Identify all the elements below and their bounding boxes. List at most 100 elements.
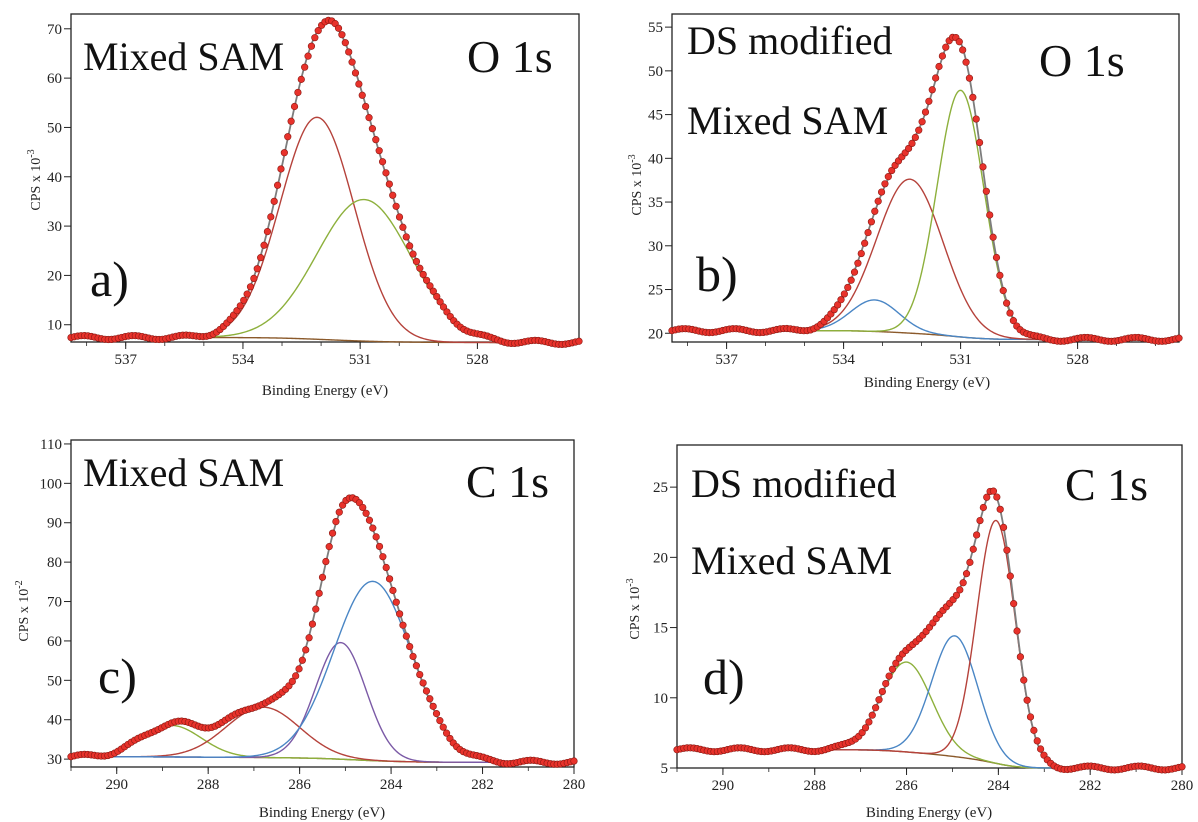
data-point-b bbox=[999, 287, 1007, 295]
data-point-a bbox=[270, 197, 278, 205]
plot-area-d bbox=[676, 444, 1183, 769]
x-tick-label-b: 531 bbox=[949, 352, 972, 368]
curves-c bbox=[70, 495, 574, 764]
data-point-a bbox=[412, 257, 421, 266]
data-point-a bbox=[304, 52, 312, 60]
data-point-b bbox=[969, 93, 977, 101]
data-point-c bbox=[359, 503, 367, 512]
data-point-b bbox=[911, 133, 919, 141]
data-point-c bbox=[422, 687, 431, 695]
data-point-a bbox=[236, 302, 244, 310]
data-point-c bbox=[412, 662, 420, 670]
data-point-b bbox=[921, 108, 930, 116]
data-point-d bbox=[1010, 600, 1018, 608]
data-point-a bbox=[375, 147, 383, 155]
plot-frame-c bbox=[70, 439, 575, 768]
y-tick-label-b: 40 bbox=[648, 151, 663, 167]
x-tick-label-c: 282 bbox=[471, 777, 494, 793]
data-point-d bbox=[1030, 726, 1038, 734]
data-point-d bbox=[1006, 572, 1014, 580]
plot-area-c bbox=[70, 439, 575, 768]
data-point-d bbox=[872, 704, 880, 712]
data-point-a bbox=[267, 213, 275, 221]
component-peak-a-2 bbox=[71, 198, 579, 344]
panel-label-d: d) bbox=[703, 649, 745, 705]
y-axis-label-c: CPS x 10-2 bbox=[14, 580, 32, 641]
chart-panel-a: 537 534 531 528 10 20 30 40 50 60 70 Binding Energ… bbox=[26, 13, 583, 399]
data-point-c bbox=[295, 665, 303, 673]
data-point-c bbox=[436, 717, 444, 725]
data-point-c bbox=[409, 652, 417, 661]
data-point-a bbox=[416, 264, 424, 272]
data-point-a bbox=[368, 125, 377, 133]
x-axis-label-a: Binding Energy (eV) bbox=[262, 383, 388, 399]
data-point-a bbox=[307, 42, 316, 50]
y-tick-label-a: 60 bbox=[47, 71, 62, 87]
data-point-b bbox=[864, 228, 872, 237]
data-point-b bbox=[938, 52, 947, 60]
data-point-a bbox=[260, 241, 268, 249]
plot-frame-a bbox=[70, 13, 580, 343]
x-tick-label-d: 290 bbox=[712, 778, 735, 794]
data-point-b bbox=[847, 276, 855, 284]
data-point-d bbox=[1037, 745, 1045, 753]
data-point-c bbox=[419, 679, 427, 687]
data-point-b bbox=[982, 187, 990, 195]
data-point-c bbox=[382, 563, 390, 572]
data-points-c bbox=[67, 494, 578, 768]
panel-label-c: c) bbox=[98, 648, 137, 704]
data-point-c bbox=[332, 517, 340, 526]
data-point-a bbox=[301, 63, 309, 71]
data-point-d bbox=[888, 665, 897, 673]
data-point-c bbox=[392, 598, 400, 606]
core-level-label-c: C 1s bbox=[466, 456, 549, 507]
data-point-d bbox=[952, 591, 961, 599]
data-point-c bbox=[399, 621, 407, 629]
y-axis-label-d: CPS x 10-3 bbox=[625, 578, 643, 639]
x-axis-label-d: Binding Energy (eV) bbox=[866, 805, 992, 821]
data-point-a bbox=[273, 181, 282, 189]
y-tick-label-b: 35 bbox=[648, 195, 663, 211]
data-point-a bbox=[402, 233, 410, 241]
y-tick-label-d: 15 bbox=[653, 621, 668, 637]
data-point-a bbox=[263, 228, 272, 236]
y-tick-label-c: 30 bbox=[47, 752, 62, 768]
data-point-c bbox=[328, 529, 337, 537]
data-point-b bbox=[834, 301, 842, 309]
data-points-d bbox=[673, 487, 1186, 774]
y-tick-label-d: 25 bbox=[653, 480, 668, 496]
data-point-c bbox=[365, 516, 374, 524]
component-peak-a-1 bbox=[71, 116, 579, 344]
data-point-a bbox=[284, 133, 292, 141]
data-point-c bbox=[335, 508, 343, 516]
data-point-b bbox=[905, 144, 913, 153]
y-tick-label-b: 50 bbox=[648, 64, 663, 80]
data-point-b bbox=[928, 86, 936, 94]
data-point-a bbox=[378, 158, 387, 166]
data-point-c bbox=[362, 509, 370, 517]
x-axis-label-b: Binding Energy (eV) bbox=[864, 375, 990, 391]
data-point-b bbox=[844, 283, 852, 292]
data-point-a bbox=[385, 180, 393, 188]
data-point-d bbox=[999, 523, 1008, 531]
data-point-d bbox=[973, 531, 981, 539]
data-point-c bbox=[439, 723, 447, 731]
y-axis-label-b: CPS x 10-3 bbox=[627, 154, 645, 215]
data-point-b bbox=[962, 58, 970, 66]
data-point-a bbox=[439, 303, 448, 311]
data-point-d bbox=[1026, 713, 1035, 721]
sample-label-d-1: DS modified bbox=[691, 461, 897, 506]
chart-panel-c: 290 288 286 284 282 280 30 40 50 60 70 80 90 100 110 B… bbox=[14, 437, 586, 821]
data-point-b bbox=[1003, 299, 1011, 307]
plot-frame-d bbox=[676, 444, 1183, 769]
data-point-b bbox=[935, 62, 943, 71]
data-point-b bbox=[884, 173, 892, 181]
data-point-b bbox=[955, 38, 963, 46]
data-point-d bbox=[1013, 627, 1021, 635]
sample-label-c-1: Mixed SAM bbox=[83, 450, 284, 495]
x-tick-label-c: 280 bbox=[563, 777, 586, 793]
data-point-a bbox=[253, 265, 261, 273]
data-point-b bbox=[979, 163, 987, 171]
x-tick-label-d: 288 bbox=[803, 778, 826, 794]
data-point-a bbox=[395, 213, 404, 221]
